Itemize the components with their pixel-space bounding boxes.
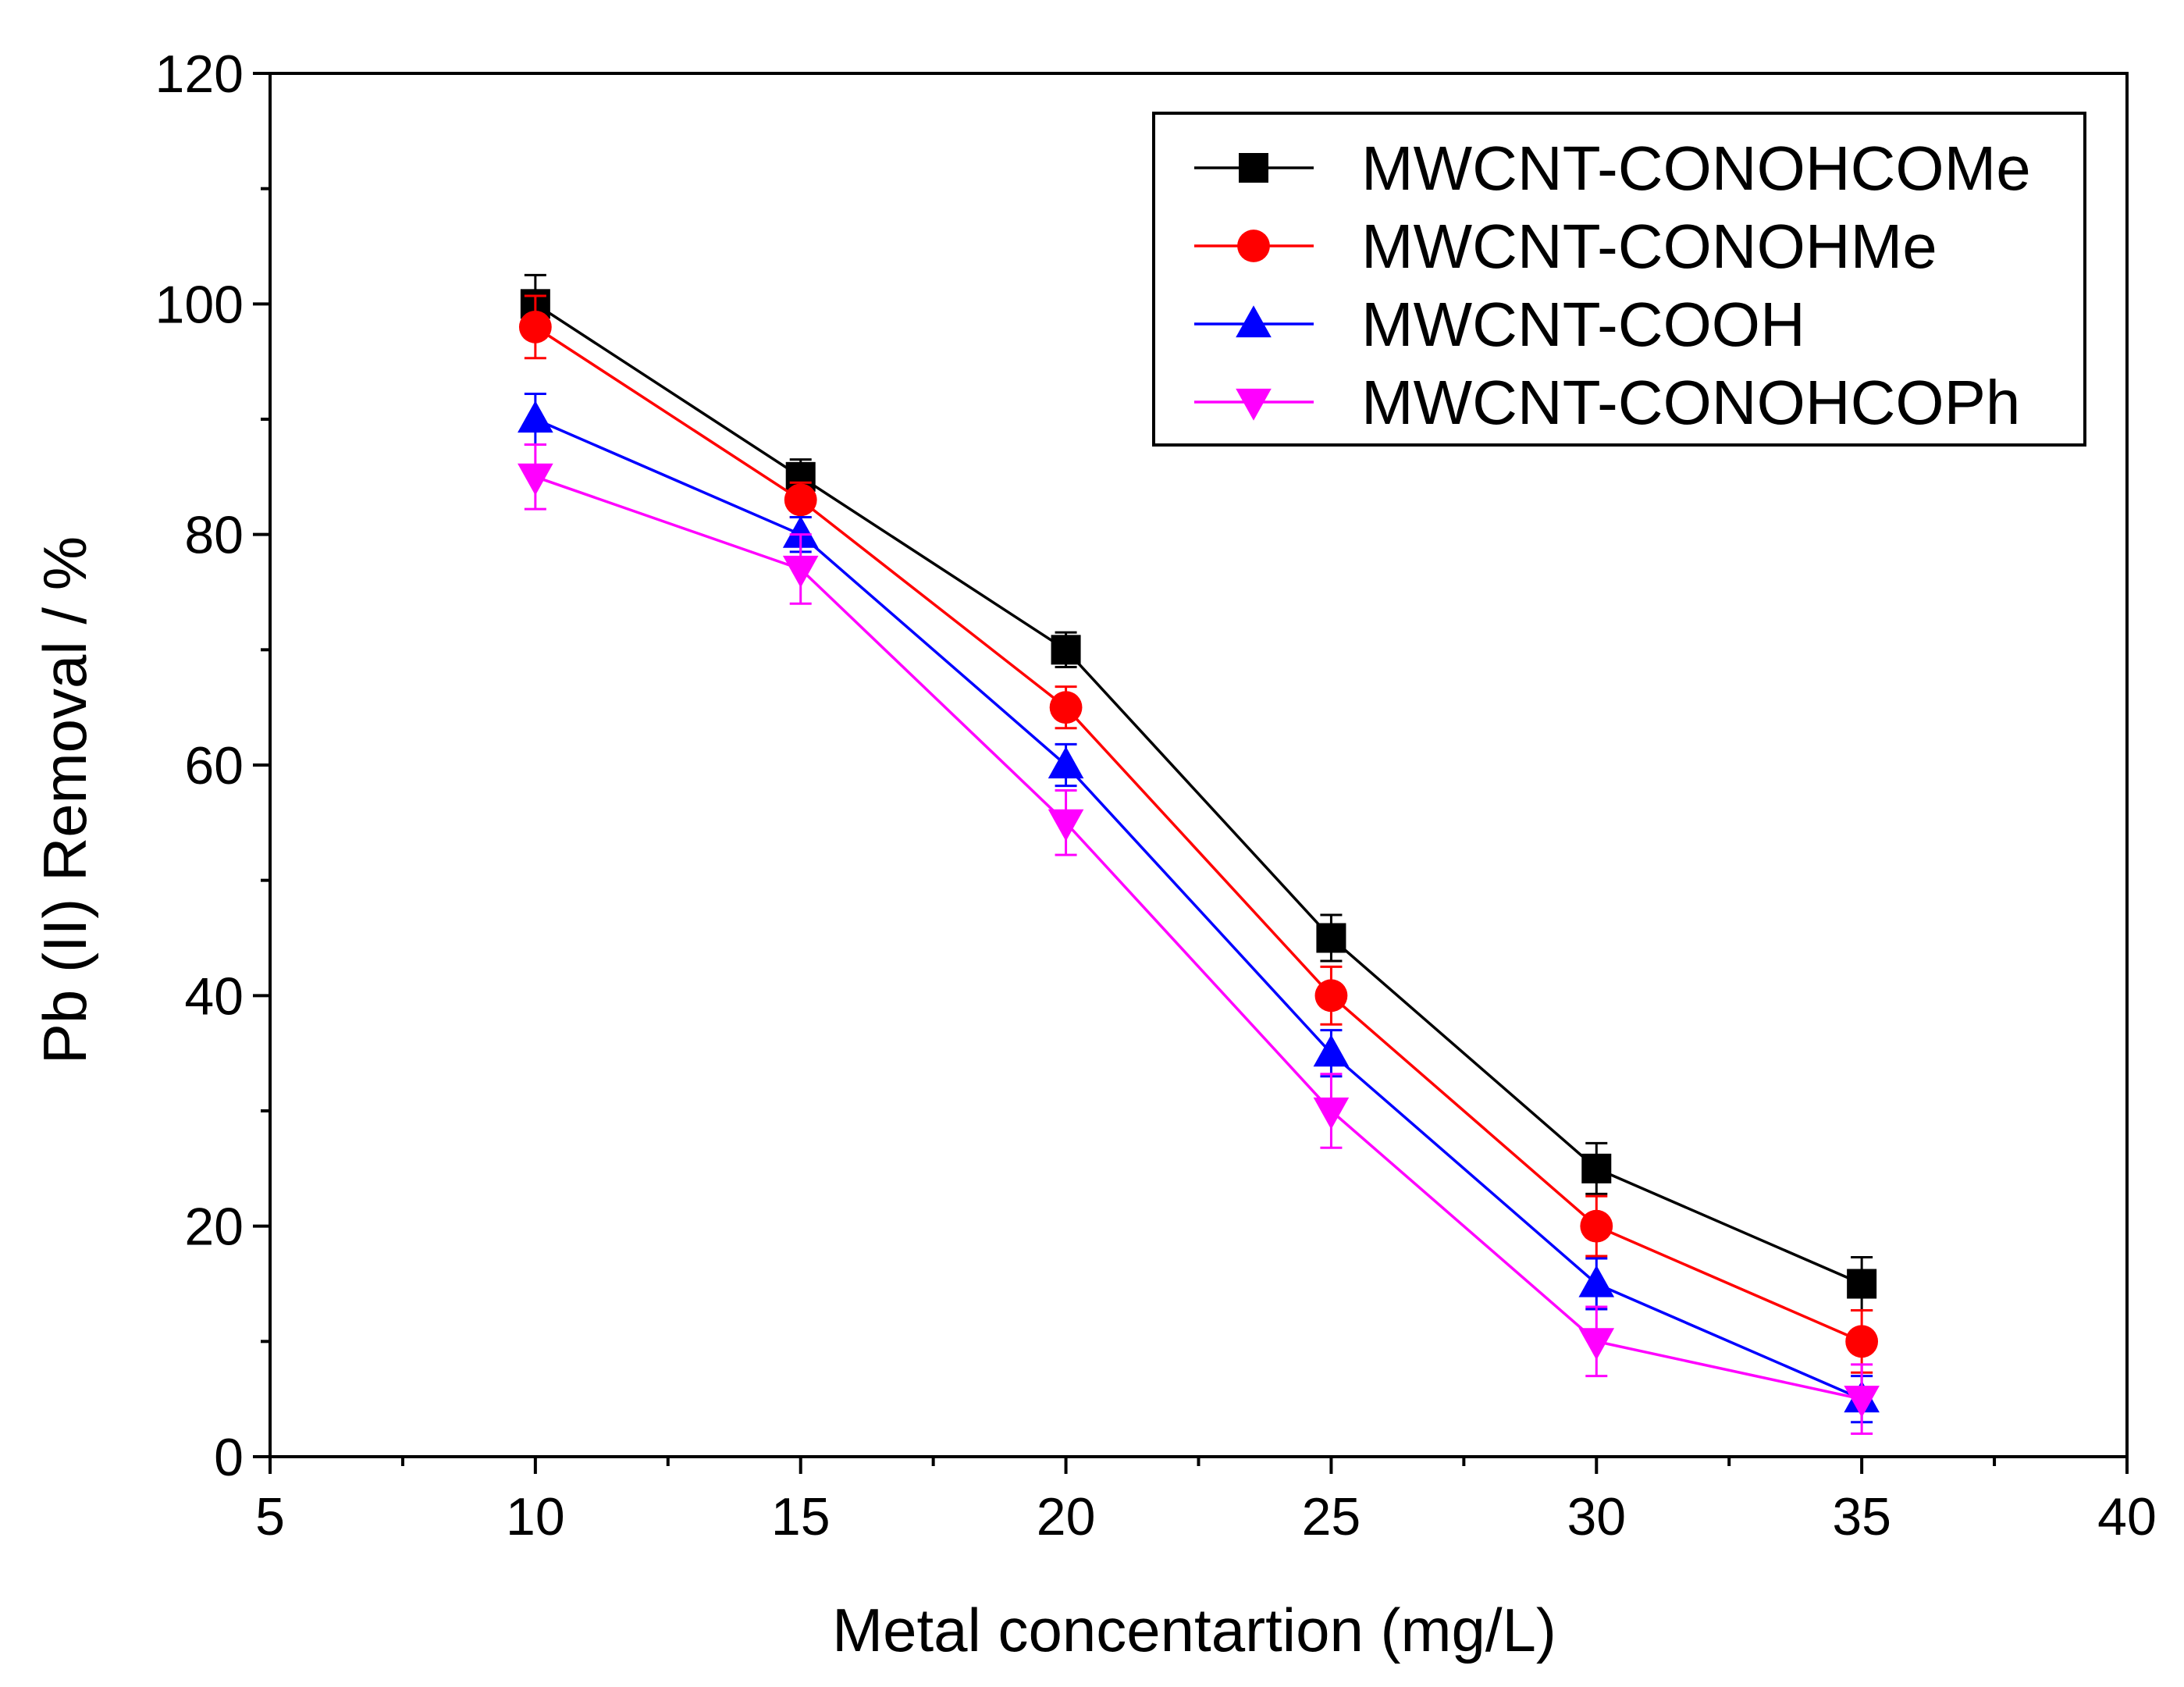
legend-label: MWCNT-CONOHMe (1361, 212, 1937, 281)
series-2 (518, 294, 1879, 1374)
legend-marker (1236, 388, 1272, 421)
axis-ticks: 5 10 15 20 25 30 35 40 0 20 40 60 80 100 120 (155, 44, 2157, 1546)
series-line (534, 302, 1862, 1286)
y-tick-label: 100 (155, 275, 244, 334)
data-point (1313, 1034, 1350, 1067)
data-point (1845, 1325, 1879, 1358)
legend-marker (1239, 153, 1268, 183)
data-point (518, 463, 553, 496)
data-point (1847, 1269, 1877, 1299)
data-point (1314, 979, 1348, 1013)
y-tick-label: 20 (184, 1198, 244, 1257)
series-line (535, 475, 1862, 1400)
x-tick-label: 15 (771, 1487, 831, 1546)
legend-label: MWCNT-COOH (1361, 290, 1805, 359)
y-tick-label: 40 (184, 966, 244, 1026)
x-axis-title: Metal concentartion (mg/L) (832, 1596, 1556, 1664)
x-tick-label: 35 (1832, 1487, 1891, 1546)
data-point (1578, 1328, 1615, 1361)
data-point (1578, 1265, 1615, 1297)
data-point (1048, 746, 1084, 779)
data-point (1048, 809, 1084, 842)
x-tick-label: 30 (1567, 1487, 1626, 1546)
data-point (1580, 1209, 1613, 1243)
series-line (534, 326, 1862, 1343)
y-tick-label: 120 (155, 44, 244, 104)
data-point (1316, 923, 1346, 953)
data-point (784, 483, 817, 517)
data-point (1313, 1097, 1350, 1130)
legend-label: MWCNT-CONOHCOMe (1361, 133, 2031, 203)
data-point (782, 515, 819, 548)
x-tick-label: 40 (2097, 1487, 2157, 1546)
data-point (1581, 1153, 1612, 1183)
y-tick-label: 60 (184, 736, 244, 795)
x-tick-label: 20 (1037, 1487, 1096, 1546)
legend-label: MWCNT-CONOHCOPh (1361, 368, 2020, 437)
legend: MWCNT-CONOHCOMe MWCNT-CONOHMe MWCNT-COOH MW… (1152, 112, 2086, 447)
y-tick-label: 80 (184, 506, 244, 565)
y-axis-title: Pb (II) Removal / % (30, 536, 99, 1064)
x-tick-label: 25 (1302, 1487, 1361, 1546)
data-point (782, 555, 819, 588)
data-point (1844, 1386, 1880, 1418)
x-tick-label: 10 (506, 1487, 565, 1546)
legend-marker (1237, 230, 1270, 262)
series-4 (518, 443, 1880, 1435)
series-line (535, 418, 1862, 1400)
data-point (1049, 691, 1083, 724)
series-3 (518, 393, 1880, 1424)
y-tick-label: 0 (214, 1428, 244, 1487)
legend-marker (1236, 305, 1272, 338)
data-point (518, 400, 553, 433)
x-tick-label: 5 (255, 1487, 285, 1546)
series-layer (518, 273, 1880, 1435)
data-point (518, 310, 552, 343)
data-point (1051, 635, 1081, 665)
